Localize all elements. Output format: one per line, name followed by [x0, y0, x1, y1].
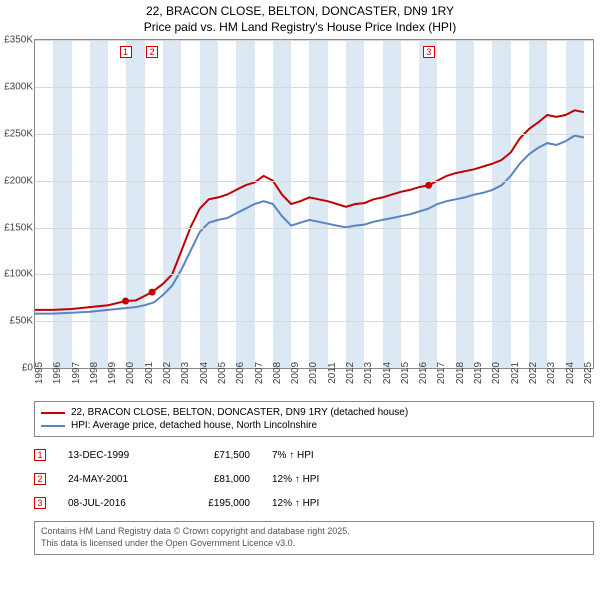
footer-line-1: Contains HM Land Registry data © Crown c…: [41, 526, 587, 538]
plot-region: £0£50K£100K£150K£200K£250K£300K£350K123: [34, 39, 594, 369]
sale-pct: 12% ↑ HPI: [272, 498, 362, 509]
y-axis-label: £250K: [1, 128, 33, 139]
sale-row: 1 13-DEC-1999 £71,500 7% ↑ HPI: [34, 443, 594, 467]
legend-swatch: [41, 412, 65, 414]
series-hpi: [35, 136, 584, 314]
attribution-footer: Contains HM Land Registry data © Crown c…: [34, 521, 594, 554]
legend-row: 22, BRACON CLOSE, BELTON, DONCASTER, DN9…: [41, 406, 587, 419]
chart-lines: [35, 40, 593, 368]
sale-marker: 2: [146, 46, 158, 58]
series-price_paid: [35, 110, 584, 310]
title-line-1: 22, BRACON CLOSE, BELTON, DONCASTER, DN9…: [0, 4, 600, 20]
legend-row: HPI: Average price, detached house, Nort…: [41, 419, 587, 432]
sale-date: 08-JUL-2016: [68, 498, 158, 509]
sales-table: 1 13-DEC-1999 £71,500 7% ↑ HPI 2 24-MAY-2001 £…: [34, 443, 594, 515]
gridline: [35, 321, 593, 322]
legend-label: 22, BRACON CLOSE, BELTON, DONCASTER, DN9…: [71, 407, 408, 418]
y-axis-label: £0: [1, 363, 33, 374]
y-axis-label: £50K: [1, 316, 33, 327]
title-line-2: Price paid vs. HM Land Registry's House …: [0, 20, 600, 36]
legend-label: HPI: Average price, detached house, Nort…: [71, 420, 317, 431]
sale-marker: 1: [120, 46, 132, 58]
sale-number-box: 2: [34, 473, 46, 485]
gridline: [35, 181, 593, 182]
sale-date: 13-DEC-1999: [68, 450, 158, 461]
y-axis-label: £200K: [1, 175, 33, 186]
gridline: [35, 134, 593, 135]
sale-marker: 3: [423, 46, 435, 58]
sale-dot: [149, 289, 156, 296]
gridline: [35, 228, 593, 229]
y-axis-label: £350K: [1, 35, 33, 46]
sale-date: 24-MAY-2001: [68, 474, 158, 485]
sale-row: 2 24-MAY-2001 £81,000 12% ↑ HPI: [34, 467, 594, 491]
sale-dot: [425, 182, 432, 189]
y-axis-label: £150K: [1, 222, 33, 233]
legend: 22, BRACON CLOSE, BELTON, DONCASTER, DN9…: [34, 401, 594, 437]
chart-title: 22, BRACON CLOSE, BELTON, DONCASTER, DN9…: [0, 0, 600, 37]
sale-pct: 7% ↑ HPI: [272, 450, 362, 461]
sale-row: 3 08-JUL-2016 £195,000 12% ↑ HPI: [34, 491, 594, 515]
chart-area: £0£50K£100K£150K£200K£250K£300K£350K123 …: [34, 39, 594, 395]
sale-price: £71,500: [180, 450, 250, 461]
y-axis-label: £300K: [1, 82, 33, 93]
gridline: [35, 87, 593, 88]
y-axis-label: £100K: [1, 269, 33, 280]
sale-number-box: 3: [34, 497, 46, 509]
x-axis-label: 2025: [583, 362, 600, 384]
sale-dot: [122, 298, 129, 305]
legend-swatch: [41, 425, 65, 427]
sale-number-box: 1: [34, 449, 46, 461]
sale-price: £81,000: [180, 474, 250, 485]
sale-price: £195,000: [180, 498, 250, 509]
sale-pct: 12% ↑ HPI: [272, 474, 362, 485]
footer-line-2: This data is licensed under the Open Gov…: [41, 538, 587, 550]
gridline: [35, 274, 593, 275]
gridline: [35, 40, 593, 41]
